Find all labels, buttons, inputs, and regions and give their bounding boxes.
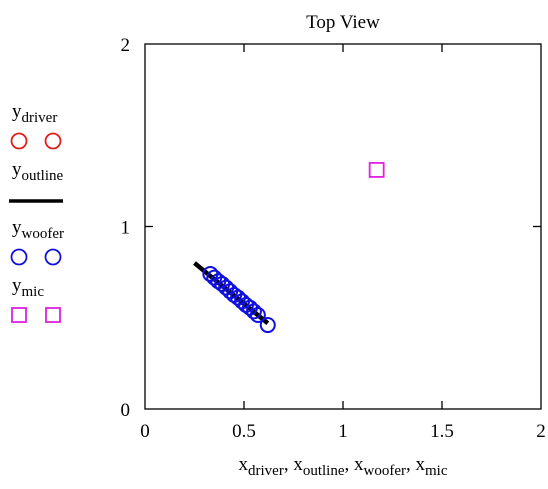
x-axis-label-base: x (293, 454, 303, 475)
axis-tick-labels: 0 0.5 1 1.5 2 0 1 2 (121, 35, 546, 442)
x-axis-label-base: x (415, 454, 425, 475)
woofer-point (259, 317, 276, 334)
legend-label-sub: mic (22, 284, 45, 300)
woofer-point (245, 303, 262, 320)
legend-label-woofer: ywoofer (12, 217, 64, 242)
legend-label-outline: youtline (12, 159, 64, 184)
x-tick-label: 0 (140, 421, 150, 442)
x-tick-label: 1.5 (430, 421, 454, 442)
legend-label-sub: driver (22, 110, 58, 126)
y-tick-label: 0 (121, 400, 131, 421)
legend-marker-square (11, 307, 27, 323)
legend-label-driver: ydriver (12, 101, 57, 126)
legend-marker-square (45, 307, 61, 323)
woofer-point (249, 307, 266, 324)
x-tick-label: 0.5 (232, 421, 256, 442)
x-axis-label-base: x (354, 454, 364, 475)
legend-marker-circle (44, 248, 62, 266)
x-axis-label-sep: , (345, 454, 355, 475)
legend-label-mic: ymic (12, 275, 44, 300)
x-axis-label-sub: mic (425, 463, 448, 479)
legend-label-sub: woofer (22, 226, 64, 242)
legend-marker-circle (10, 132, 28, 150)
x-tick-label: 1 (338, 421, 348, 442)
x-axis-label-sep: , (284, 454, 294, 475)
x-axis-label-sub: woofer (364, 463, 406, 479)
legend-label-sub: outline (22, 168, 64, 184)
chart-title: Top View (306, 12, 380, 33)
y-tick-label: 2 (121, 35, 131, 56)
y-tick-label: 1 (121, 218, 131, 239)
x-axis-label-base: x (239, 454, 249, 475)
x-axis-label: xdriver, xoutline, xwoofer, xmic (239, 454, 448, 479)
x-tick-label: 2 (536, 421, 546, 442)
x-axis-label-sub: outline (303, 463, 345, 479)
legend-marker-circle (10, 248, 28, 266)
data-marks (193, 162, 385, 334)
legend-marker-circle (44, 132, 62, 150)
plot-area (144, 43, 542, 410)
axis-ticks (145, 44, 541, 409)
x-axis-label-sub: driver (248, 463, 284, 479)
legend: ydriver youtline ywoofer ymic (9, 101, 64, 323)
x-axis-label-sep: , (406, 454, 416, 475)
mic-point (368, 162, 385, 178)
